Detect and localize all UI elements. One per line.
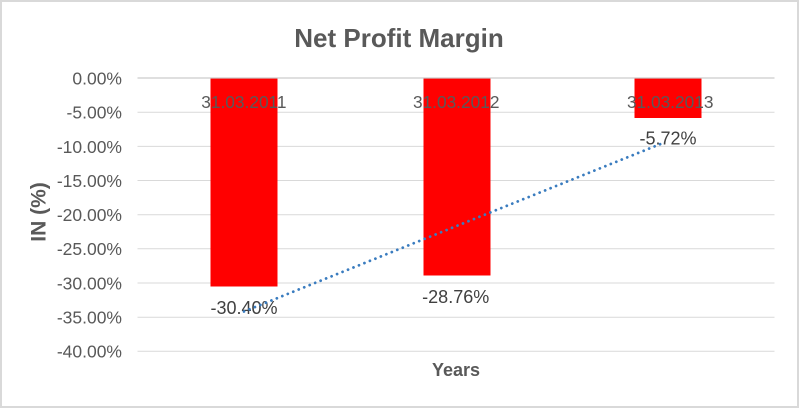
svg-text:-5.72%: -5.72% [639, 129, 696, 149]
svg-text:-30.40%: -30.40% [210, 298, 277, 318]
svg-text:31.03.2011: 31.03.2011 [201, 92, 286, 112]
svg-text:Years: Years [432, 360, 480, 380]
svg-text:31.03.2013: 31.03.2013 [627, 92, 714, 112]
svg-text:Net Profit Margin: Net Profit Margin [294, 23, 503, 53]
svg-text:-25.00%: -25.00% [57, 239, 122, 259]
svg-text:-35.00%: -35.00% [57, 308, 122, 328]
svg-text:31.03.2012: 31.03.2012 [413, 92, 500, 112]
svg-text:-15.00%: -15.00% [57, 171, 122, 191]
svg-text:-5.00%: -5.00% [67, 103, 122, 123]
svg-text:-30.00%: -30.00% [57, 273, 122, 293]
svg-text:-40.00%: -40.00% [57, 342, 122, 362]
svg-text:IN (%): IN (%) [28, 182, 51, 242]
svg-text:-20.00%: -20.00% [57, 205, 122, 225]
svg-text:-10.00%: -10.00% [57, 137, 122, 157]
svg-text:0.00%: 0.00% [72, 68, 122, 88]
svg-text:-28.76%: -28.76% [422, 287, 489, 307]
